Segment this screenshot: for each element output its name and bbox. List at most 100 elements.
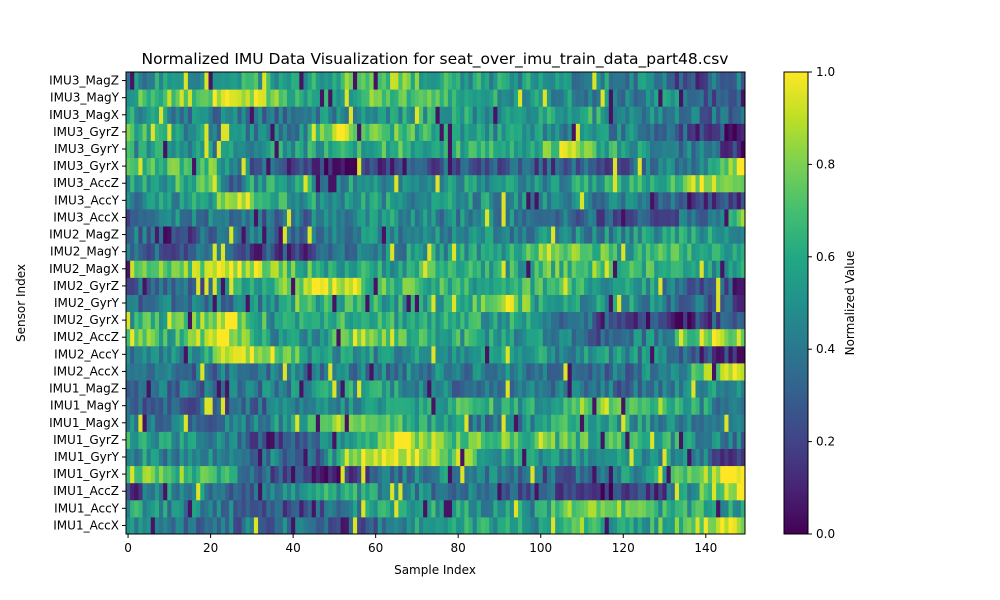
heatmap-cell: [431, 123, 436, 141]
heatmap-cell: [600, 448, 606, 467]
heatmap-cell: [612, 397, 618, 415]
heatmap-cell: [497, 311, 503, 330]
heatmap-cell: [522, 431, 527, 449]
heatmap-cell: [530, 106, 536, 124]
heatmap-cell: [126, 328, 131, 347]
heatmap-cell: [126, 465, 131, 484]
heatmap-cell: [431, 89, 436, 107]
heatmap-cell: [134, 208, 139, 227]
heatmap-cell: [212, 380, 218, 398]
heatmap-cell: [683, 482, 688, 501]
heatmap-cell: [126, 431, 131, 449]
heatmap-cell: [369, 140, 375, 159]
heatmap-cell: [134, 465, 139, 484]
heatmap-cell: [394, 208, 399, 227]
heatmap-cell: [258, 174, 263, 193]
heatmap-cell: [658, 243, 663, 261]
heatmap-cell: [592, 243, 597, 261]
heatmap-cell: [390, 482, 395, 501]
heatmap-cell: [740, 311, 746, 330]
heatmap-cell: [695, 174, 701, 193]
heatmap-cell: [357, 174, 362, 193]
heatmap-cell: [183, 140, 189, 159]
heatmap-cell: [464, 72, 470, 90]
heatmap-cell: [414, 294, 420, 313]
heatmap-cell: [233, 123, 238, 141]
heatmap-cell: [319, 414, 325, 432]
heatmap-cell: [728, 260, 734, 278]
heatmap-cell: [299, 174, 304, 193]
heatmap-cell: [414, 362, 420, 381]
heatmap-cell: [724, 157, 729, 176]
heatmap-cell: [625, 243, 630, 261]
heatmap-cell: [447, 431, 453, 449]
heatmap-cell: [468, 482, 474, 501]
heatmap-cell: [253, 72, 259, 90]
heatmap-cell: [262, 157, 267, 176]
heatmap-cell: [650, 89, 655, 107]
heatmap-cell: [670, 499, 676, 518]
heatmap-cell: [439, 174, 445, 193]
heatmap-cell: [563, 328, 569, 347]
heatmap-cell: [728, 277, 734, 295]
heatmap-cell: [513, 414, 519, 432]
heatmap-cell: [220, 208, 226, 227]
heatmap-cell: [699, 157, 705, 176]
heatmap-cell: [138, 328, 144, 347]
heatmap-cell: [311, 294, 317, 313]
heatmap-cell: [687, 243, 692, 261]
heatmap-cell: [658, 140, 663, 159]
heatmap-cell: [674, 243, 680, 261]
heatmap-cell: [670, 260, 676, 278]
heatmap-cell: [720, 482, 725, 501]
heatmap-cell: [258, 226, 263, 244]
heatmap-cell: [542, 482, 548, 501]
heatmap-cell: [439, 345, 445, 364]
heatmap-cell: [447, 448, 453, 467]
heatmap-cell: [295, 482, 300, 501]
heatmap-cell: [674, 448, 680, 467]
heatmap-cell: [724, 431, 729, 449]
heatmap-cell: [192, 140, 197, 159]
heatmap-cell: [216, 482, 222, 501]
heatmap-cell: [559, 516, 564, 535]
heatmap-cell: [476, 465, 482, 484]
heatmap-cell: [377, 260, 383, 278]
heatmap-cell: [452, 380, 457, 398]
heatmap-cell: [418, 397, 424, 415]
heatmap-cell: [720, 243, 725, 261]
heatmap-cell: [625, 414, 630, 432]
heatmap-cell: [357, 362, 362, 381]
heatmap-cell: [736, 448, 742, 467]
heatmap-cell: [365, 294, 370, 313]
heatmap-cell: [385, 397, 391, 415]
heatmap-cell: [740, 465, 746, 484]
heatmap-cell: [212, 294, 218, 313]
heatmap-cell: [522, 362, 527, 381]
heatmap-cell: [716, 414, 721, 432]
heatmap-cell: [406, 380, 412, 398]
heatmap-cell: [740, 345, 746, 364]
heatmap-cell: [237, 72, 243, 90]
heatmap-cell: [468, 226, 474, 244]
heatmap-cell: [163, 448, 168, 467]
heatmap-cell: [361, 397, 366, 415]
heatmap-cell: [307, 414, 313, 432]
heatmap-cell: [633, 397, 639, 415]
heatmap-cell: [159, 362, 164, 381]
heatmap-cell: [645, 328, 651, 347]
heatmap-cell: [534, 311, 540, 330]
heatmap-cell: [629, 294, 635, 313]
heatmap-cell: [720, 157, 725, 176]
heatmap-cell: [340, 311, 346, 330]
heatmap-cell: [608, 243, 614, 261]
heatmap-cell: [674, 328, 680, 347]
heatmap-cell: [612, 516, 618, 535]
heatmap-cell: [654, 157, 659, 176]
heatmap-cell: [513, 345, 519, 364]
heatmap-cell: [579, 191, 585, 210]
heatmap-cell: [319, 362, 325, 381]
heatmap-cell: [464, 465, 470, 484]
heatmap-cell: [241, 260, 247, 278]
heatmap-cell: [563, 380, 569, 398]
